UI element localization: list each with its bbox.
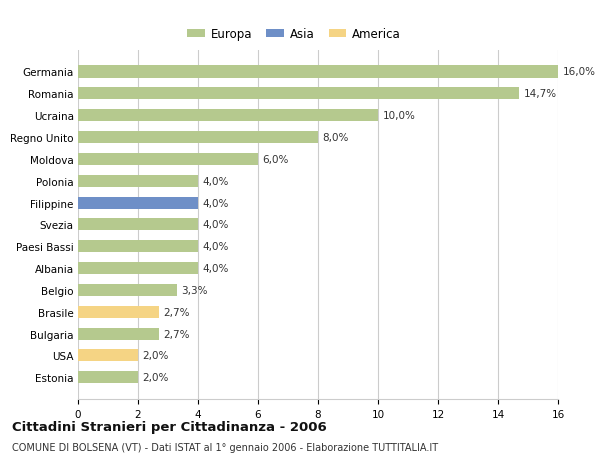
Bar	[78, 110, 378, 122]
Text: 4,0%: 4,0%	[203, 176, 229, 186]
Text: Cittadini Stranieri per Cittadinanza - 2006: Cittadini Stranieri per Cittadinanza - 2…	[12, 420, 327, 433]
Bar	[78, 263, 198, 274]
Bar	[78, 197, 198, 209]
Bar	[78, 371, 138, 383]
Bar	[78, 132, 318, 144]
Text: 2,0%: 2,0%	[143, 351, 169, 361]
Text: 8,0%: 8,0%	[323, 133, 349, 143]
Bar	[78, 153, 258, 166]
Bar	[78, 284, 177, 297]
Bar	[78, 241, 198, 253]
Bar	[78, 306, 159, 318]
Text: 14,7%: 14,7%	[523, 89, 557, 99]
Bar	[78, 67, 558, 78]
Bar	[78, 88, 519, 100]
Bar	[78, 175, 198, 187]
Bar	[78, 328, 159, 340]
Text: 2,7%: 2,7%	[163, 307, 190, 317]
Text: 6,0%: 6,0%	[263, 155, 289, 164]
Text: 4,0%: 4,0%	[203, 220, 229, 230]
Text: 16,0%: 16,0%	[563, 67, 595, 77]
Text: 2,7%: 2,7%	[163, 329, 190, 339]
Text: COMUNE DI BOLSENA (VT) - Dati ISTAT al 1° gennaio 2006 - Elaborazione TUTTITALIA: COMUNE DI BOLSENA (VT) - Dati ISTAT al 1…	[12, 442, 438, 452]
Text: 10,0%: 10,0%	[383, 111, 415, 121]
Text: 2,0%: 2,0%	[143, 373, 169, 382]
Text: 4,0%: 4,0%	[203, 198, 229, 208]
Text: 4,0%: 4,0%	[203, 242, 229, 252]
Text: 3,3%: 3,3%	[182, 285, 208, 295]
Bar	[78, 219, 198, 231]
Legend: Europa, Asia, America: Europa, Asia, America	[187, 28, 401, 41]
Text: 4,0%: 4,0%	[203, 263, 229, 274]
Bar	[78, 350, 138, 362]
